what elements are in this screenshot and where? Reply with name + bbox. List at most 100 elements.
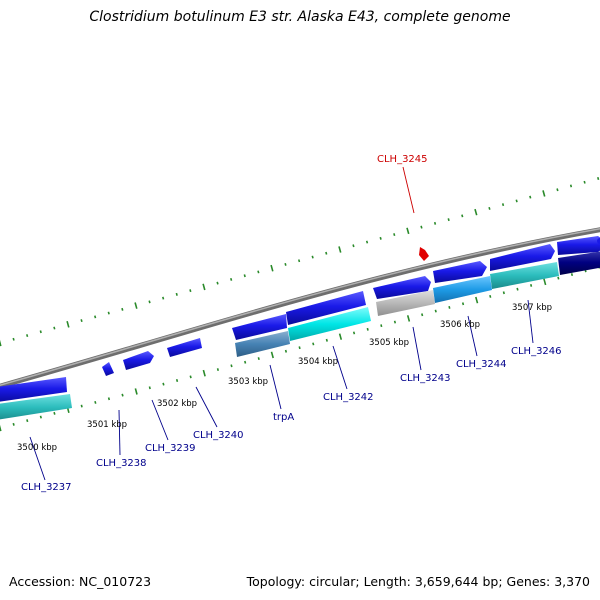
outer-tick-mark [569,184,573,188]
outer-tick-mark [338,246,342,253]
gene-arrow-clh3238[interactable] [102,362,114,376]
gene-labels: CLH_3245 CLH_3237 CLH_3238 CLH_3239 CLH_… [21,154,562,493]
inner-tick-mark [162,382,165,386]
inner-tick-mark [107,397,111,401]
inner-tick-mark [461,302,465,306]
inner-tick-mark [543,278,547,286]
gene-arrow-clh3246[interactable] [490,244,555,271]
inner-tick-mark [434,309,437,313]
outer-tick-mark [447,218,450,222]
gene-arrow-clh3240[interactable] [167,338,202,357]
outer-tick-mark [597,176,600,181]
gene-label-clh3239[interactable]: CLH_3239 [145,443,196,454]
scale-label: 3503 kbp [228,377,268,387]
clh3245-marker[interactable] [419,247,429,261]
gene-label-clh3243[interactable]: CLH_3243 [400,373,451,384]
outer-tick-mark [284,263,287,266]
gene-label-clh3244[interactable]: CLH_3244 [456,359,507,370]
outer-tick-mark [94,315,97,319]
outer-tick-mark [39,330,42,334]
label-leader-lines [29,166,534,481]
inner-tick-mark [530,284,533,287]
outer-tick-mark [270,264,274,272]
outer-tick-mark [189,289,192,293]
outer-tick-mark [202,283,206,291]
inner-tick-mark [175,378,179,383]
gene-label-clh3237[interactable]: CLH_3237 [21,482,72,493]
gene-label-clh3238[interactable]: CLH_3238 [96,458,147,469]
gene-arrow-trpA[interactable] [232,314,287,340]
inner-tick-track [0,265,600,432]
scale-label: 3501 kbp [87,420,127,430]
outer-tick-mark [121,307,124,311]
outer-tick-mark [53,326,56,330]
outer-tick-mark [461,214,464,218]
gene-arrow-clh3242[interactable] [286,291,366,325]
inner-tick-mark [189,375,192,379]
inner-tick-mark [448,306,451,309]
outer-tick-mark [162,296,165,300]
inner-tick-mark [312,342,315,346]
outer-tick-mark [529,195,532,199]
inner-tick-mark [148,386,151,390]
outer-tick-mark [556,188,559,192]
inner-tick-mark [475,296,479,304]
outer-tick-mark [230,277,233,281]
outer-tick-mark [175,292,178,296]
outer-tick-track [0,176,600,347]
gene-arrow-clh3243[interactable] [373,276,431,299]
feature-track [0,251,600,420]
outer-tick-mark [325,251,328,255]
outer-tick-mark [379,236,382,240]
outer-tick-mark [542,190,546,197]
feature-block-grey [376,290,435,316]
inner-tick-mark [393,320,397,324]
outer-tick-mark [80,319,83,323]
feature-block-steel [235,331,290,357]
outer-tick-mark [12,337,15,341]
inner-tick-mark [421,313,424,317]
outer-tick-mark [148,300,151,304]
inner-tick-mark [202,369,206,377]
outer-tick-mark [406,227,410,235]
outer-tick-mark [393,233,396,237]
gene-label-trpA[interactable]: trpA [273,412,294,423]
feature-block-cyan [288,307,371,341]
gene-arrow-clh3244[interactable] [433,261,487,283]
outer-tick-mark [298,259,301,263]
inner-tick-mark [257,357,260,361]
gene-label-clh3242[interactable]: CLH_3242 [323,392,374,403]
outer-tick-mark [352,244,355,248]
inner-tick-mark [26,419,29,423]
inner-tick-mark [270,351,274,359]
gene-arrow-next[interactable] [557,236,600,255]
inner-tick-mark [338,333,343,340]
scale-label: 3507 kbp [512,303,552,313]
gene-arrow-clh3237[interactable] [0,377,67,403]
outer-tick-mark [107,311,110,315]
gene-label-clh3245[interactable]: CLH_3245 [377,154,428,165]
gene-label-clh3246[interactable]: CLH_3246 [511,346,562,357]
outer-tick-mark [433,221,437,225]
inner-tick-mark [284,349,288,353]
outer-tick-mark [0,339,2,347]
inner-tick-mark [134,388,138,395]
outer-tick-mark [488,206,491,210]
outer-tick-mark [501,203,505,207]
genome-backbone [0,227,600,389]
gene-arrow-clh3239[interactable] [123,351,154,370]
feature-block-teal-left [0,394,72,420]
outer-tick-mark [66,320,70,328]
outer-tick-mark [515,199,518,203]
scale-labels: 3500 kbp 3501 kbp 3502 kbp 3503 kbp 3504… [17,303,552,453]
inner-tick-mark [557,276,560,280]
outer-tick-mark [257,270,260,274]
inner-tick-mark [216,368,219,371]
scale-label: 3502 kbp [157,399,197,409]
inner-tick-mark [298,346,301,350]
inner-tick-mark [366,327,369,331]
scale-label: 3500 kbp [17,443,57,453]
map-title: Clostridium botulinum E3 str. Alaska E43… [89,9,511,25]
gene-label-clh3240[interactable]: CLH_3240 [193,430,244,441]
inner-tick-mark [380,324,383,328]
